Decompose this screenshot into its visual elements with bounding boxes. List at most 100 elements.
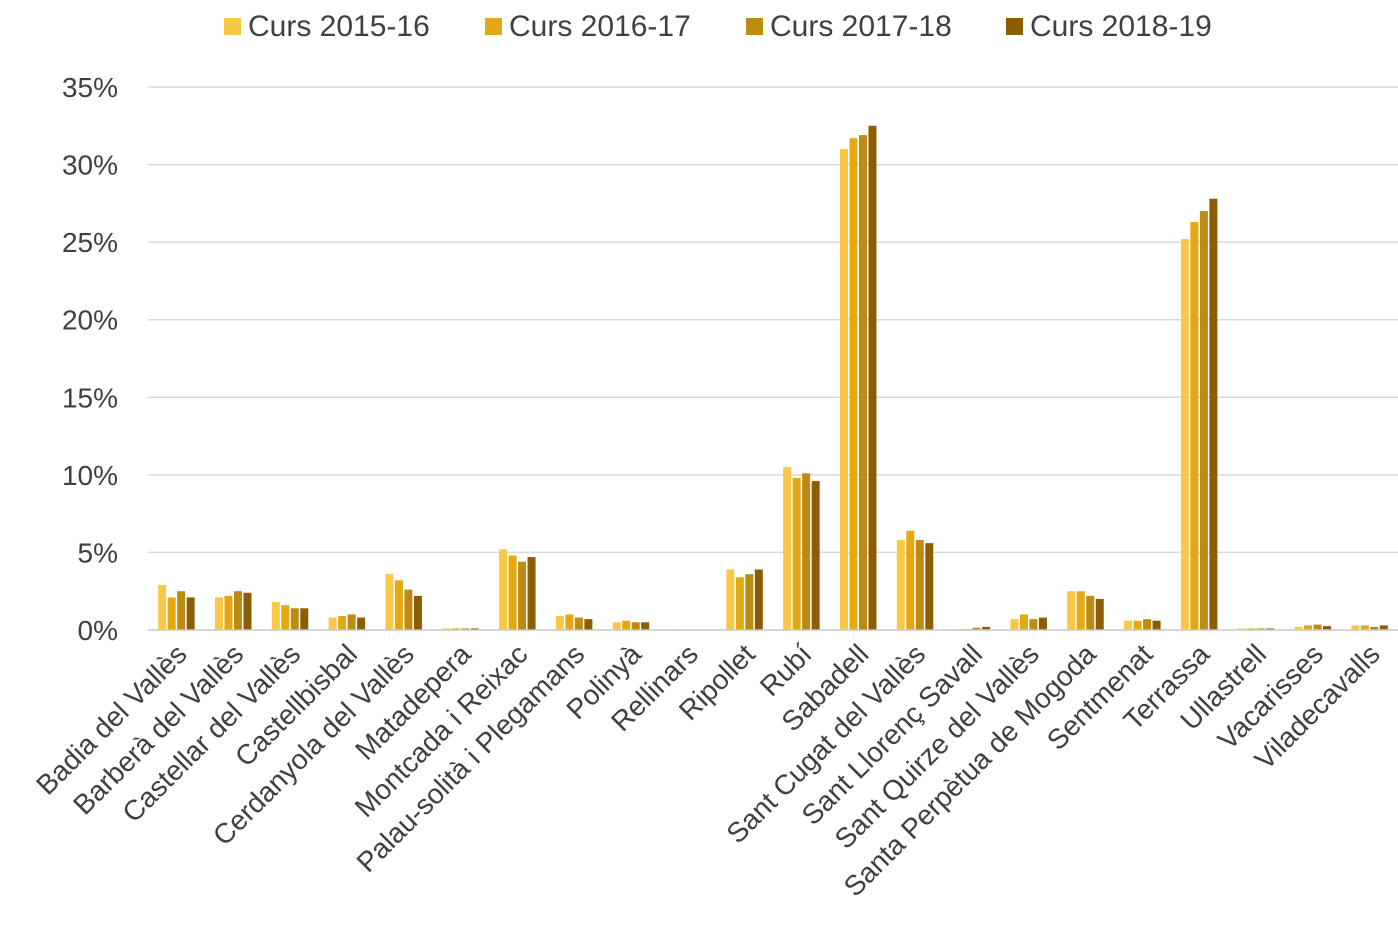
bar [1038, 617, 1047, 630]
bar [792, 477, 801, 630]
bar [224, 595, 233, 630]
bar [868, 125, 877, 631]
bar [745, 574, 754, 630]
bar [641, 622, 650, 630]
bar [1076, 591, 1085, 630]
legend-swatch [1006, 18, 1023, 35]
bar [849, 138, 858, 630]
bar [413, 595, 422, 630]
bar [338, 616, 347, 630]
bar [811, 481, 820, 630]
legend-label: Curs 2016-17 [509, 10, 691, 43]
bar [982, 626, 991, 630]
y-tick-label: 20% [62, 305, 118, 336]
bar [1209, 198, 1218, 630]
bar [802, 473, 811, 630]
bar [499, 549, 508, 630]
bar [1370, 626, 1379, 630]
bar [158, 585, 167, 630]
bar [328, 617, 337, 630]
bar [1180, 239, 1189, 631]
bar [1190, 221, 1199, 630]
bar [1067, 591, 1076, 630]
bar [290, 608, 299, 630]
bar [1266, 628, 1275, 630]
bar [508, 555, 517, 630]
bar [518, 561, 527, 630]
bar [214, 597, 223, 630]
bar [1237, 628, 1246, 630]
bar [754, 569, 763, 630]
legend: Curs 2015-16 Curs 2016-17 Curs 2017-18 Curs… [224, 10, 1212, 43]
bar [1323, 626, 1332, 630]
bar [451, 628, 460, 630]
bar [347, 614, 356, 630]
bar [1133, 620, 1142, 630]
bar [271, 602, 280, 630]
bar [1019, 614, 1028, 630]
bar [574, 617, 583, 630]
bar [281, 605, 290, 630]
y-tick-label: 25% [62, 227, 118, 258]
y-tick-label: 10% [62, 460, 118, 491]
bar [1379, 625, 1388, 630]
y-tick-label: 35% [62, 72, 118, 103]
bar [1029, 619, 1038, 630]
bar [461, 628, 470, 630]
bar [584, 619, 593, 630]
bar [726, 569, 735, 630]
bar [839, 149, 848, 631]
bar [177, 591, 186, 630]
y-tick-label: 30% [62, 150, 118, 181]
bar [925, 543, 934, 630]
bar [357, 617, 366, 630]
y-tick-label: 15% [62, 382, 118, 413]
bar [442, 628, 451, 630]
legend-swatch [485, 18, 502, 35]
legend-swatch [746, 18, 763, 35]
legend-label: Curs 2018-19 [1030, 10, 1212, 43]
bars [158, 125, 1388, 631]
bar [555, 616, 564, 630]
bar [565, 614, 574, 630]
y-tick-label: 5% [78, 537, 118, 568]
bar [612, 622, 621, 630]
bar [915, 540, 924, 630]
bar [1294, 626, 1303, 630]
bar [1247, 628, 1256, 630]
gridlines [148, 86, 1398, 554]
bar [1010, 619, 1019, 630]
bar [300, 608, 309, 630]
bar [1256, 628, 1265, 630]
bar [394, 580, 403, 630]
bar [783, 467, 792, 630]
bar [1086, 595, 1095, 630]
bar [1351, 625, 1360, 630]
bar [404, 589, 413, 630]
bar [906, 530, 915, 630]
bar [1124, 620, 1133, 630]
bar [896, 540, 905, 630]
bar [1313, 624, 1322, 630]
bar [1360, 625, 1369, 630]
bar [622, 620, 631, 630]
bar [385, 574, 394, 630]
bar [1304, 625, 1313, 630]
legend-label: Curs 2017-18 [770, 10, 952, 43]
legend-swatch [224, 18, 241, 35]
y-axis-tick-labels: 0% 5% 10% 15% 20% 25% 30% 35% [62, 72, 118, 646]
y-tick-label: 0% [78, 615, 118, 646]
bar [858, 135, 867, 630]
bar [1143, 619, 1152, 630]
bar [972, 627, 981, 630]
bar [233, 591, 242, 630]
bar [186, 597, 195, 630]
bar [1199, 211, 1208, 630]
bar [470, 628, 479, 630]
bar [1152, 620, 1161, 630]
bar [527, 557, 536, 630]
bar [1095, 598, 1104, 630]
bar [735, 577, 744, 630]
